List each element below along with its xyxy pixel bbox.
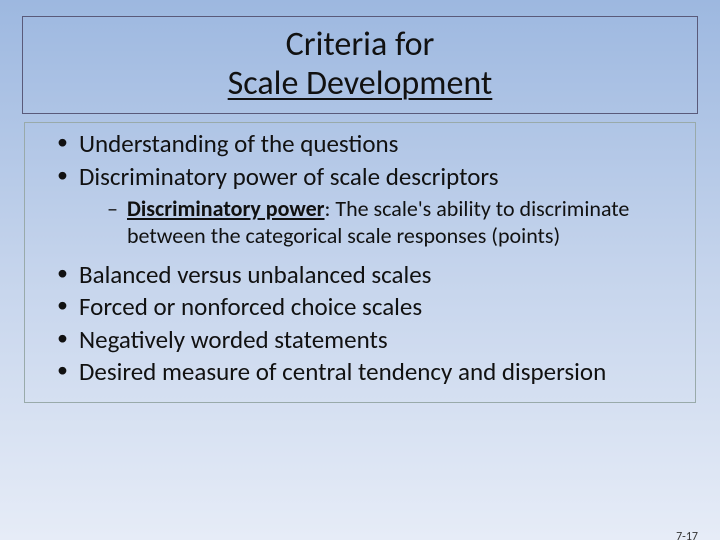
slide-number: 7-17 <box>676 530 698 540</box>
list-item: Forced or nonforced choice scales <box>57 292 677 323</box>
list-item: Understanding of the questions <box>57 129 677 160</box>
sub-list-item: Discriminatory power: The scale's abilit… <box>107 196 677 250</box>
list-item: Discriminatory power of scale descriptor… <box>57 162 677 250</box>
bullet-text: Discriminatory power of scale descriptor… <box>79 161 499 192</box>
bullet-text: Negatively worded statements <box>79 324 388 355</box>
title-line-1: Criteria for <box>23 25 697 64</box>
slide-content-box: Understanding of the questions Discrimin… <box>24 122 696 403</box>
title-line-2: Scale Development <box>23 64 697 103</box>
sub-bullet-list: Discriminatory power: The scale's abilit… <box>79 196 677 250</box>
defined-term: Discriminatory power <box>127 195 325 222</box>
slide-title-box: Criteria for Scale Development <box>22 16 698 114</box>
bullet-text: Forced or nonforced choice scales <box>79 291 422 322</box>
list-item: Negatively worded statements <box>57 325 677 356</box>
bullet-text: Understanding of the questions <box>79 128 398 159</box>
list-item: Desired measure of central tendency and … <box>57 357 677 388</box>
bullet-text: Desired measure of central tendency and … <box>79 356 606 387</box>
list-item: Balanced versus unbalanced scales <box>57 260 677 291</box>
bullet-list: Understanding of the questions Discrimin… <box>43 129 677 388</box>
bullet-text: Balanced versus unbalanced scales <box>79 259 431 290</box>
